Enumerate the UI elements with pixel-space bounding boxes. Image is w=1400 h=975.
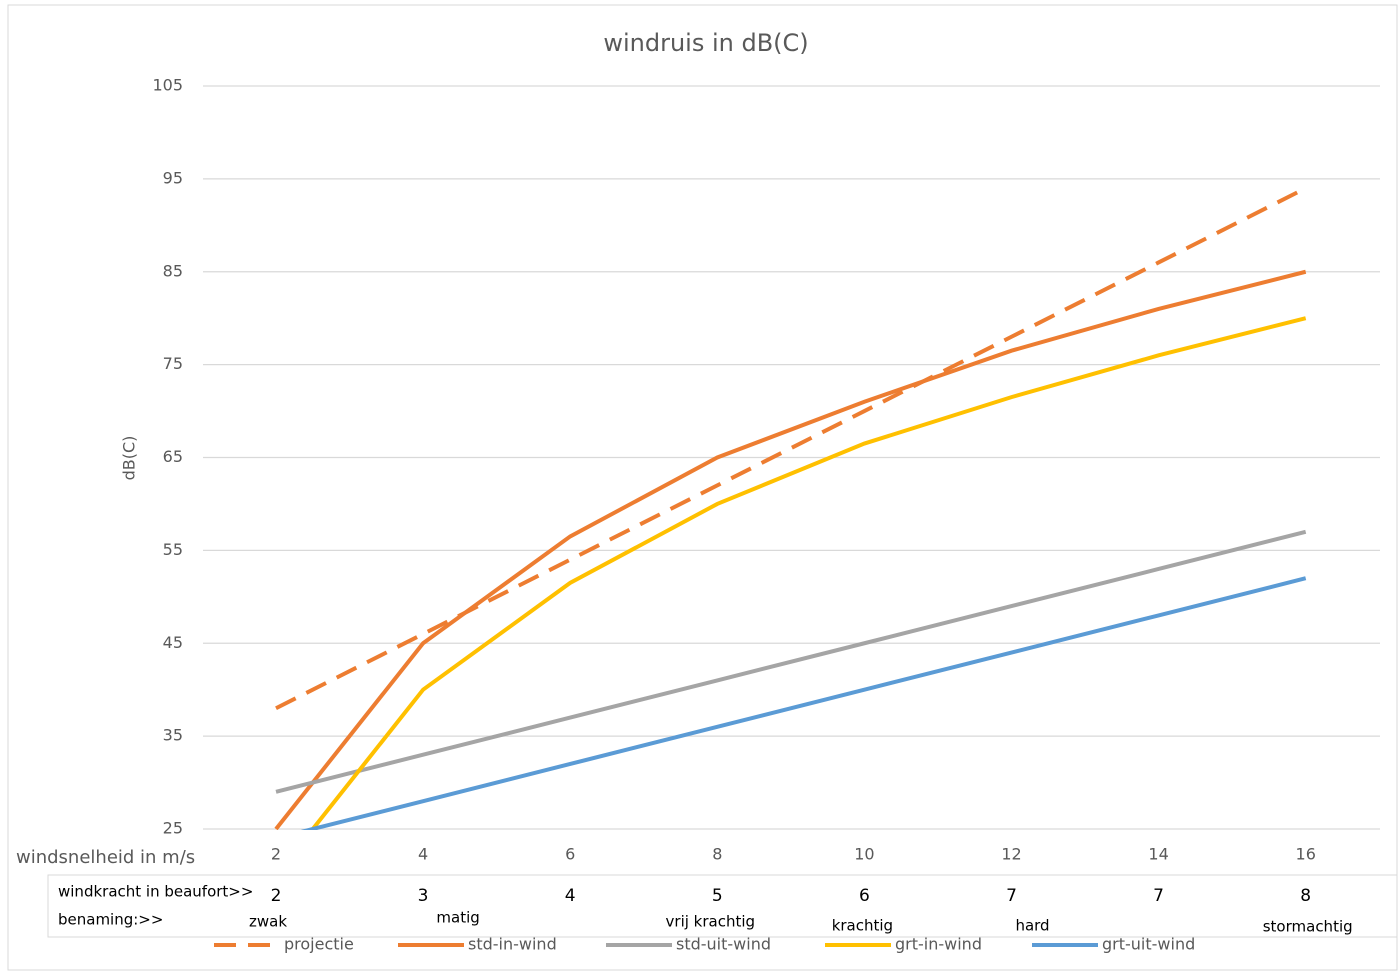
y-tick-label: 105: [152, 76, 183, 95]
chart-frame: [7, 4, 1398, 971]
legend-label: projectie: [284, 935, 354, 954]
y-tick-label: 45: [163, 633, 183, 652]
plot-area: [274, 186, 1307, 830]
x-tick-label: 4: [418, 845, 428, 864]
legend-label: std-in-wind: [468, 935, 557, 954]
benaming-value: stormachtig: [1263, 918, 1353, 936]
benaming-label: benaming:>>: [58, 911, 163, 929]
y-tick-label: 75: [163, 354, 183, 373]
y-axis-label: dB(C): [120, 436, 139, 481]
legend-label: grt-in-wind: [895, 935, 982, 954]
x-tick-label: 2: [271, 845, 281, 864]
x-tick-label: 8: [712, 845, 722, 864]
benaming-value: zwak: [249, 913, 287, 931]
x-tick-label: 10: [854, 845, 874, 864]
x-tick-label: 16: [1296, 845, 1316, 864]
x-tick-label: 12: [1001, 845, 1021, 864]
series-line: [309, 316, 1307, 830]
benaming-value: vrij krachtig: [666, 913, 756, 931]
beaufort-value: 4: [565, 886, 576, 906]
beaufort-value: 5: [712, 886, 723, 906]
beaufort-value: 7: [1153, 886, 1164, 906]
x-axis-label: windsnelheid in m/s: [16, 847, 195, 868]
beaufort-value: 3: [418, 886, 429, 906]
y-tick-label: 55: [163, 540, 183, 559]
y-tick-label: 95: [163, 168, 183, 187]
x-tick-label: 6: [565, 845, 575, 864]
beaufort-value: 8: [1300, 886, 1311, 906]
series-line: [300, 576, 1307, 830]
beaufort-value: 7: [1006, 886, 1017, 906]
benaming-value: hard: [1015, 917, 1049, 935]
x-tick-label: 14: [1148, 845, 1168, 864]
legend-label: std-uit-wind: [676, 935, 771, 954]
series-line: [275, 186, 1307, 711]
benaming-value: matig: [436, 909, 479, 927]
y-tick-label: 65: [163, 447, 183, 466]
legend-label: grt-uit-wind: [1102, 935, 1195, 954]
beaufort-label: windkracht in beaufort>>: [58, 883, 253, 901]
beaufort-value: 6: [859, 886, 870, 906]
table-frame: [47, 874, 1398, 938]
chart-title: windruis in dB(C): [603, 29, 808, 57]
series-line: [275, 529, 1307, 794]
y-tick-label: 85: [163, 261, 183, 280]
benaming-value: krachtig: [832, 917, 893, 935]
series-line: [274, 269, 1307, 830]
beaufort-value: 2: [271, 886, 282, 906]
y-tick-label: 25: [163, 819, 183, 838]
y-tick-label: 35: [163, 726, 183, 745]
